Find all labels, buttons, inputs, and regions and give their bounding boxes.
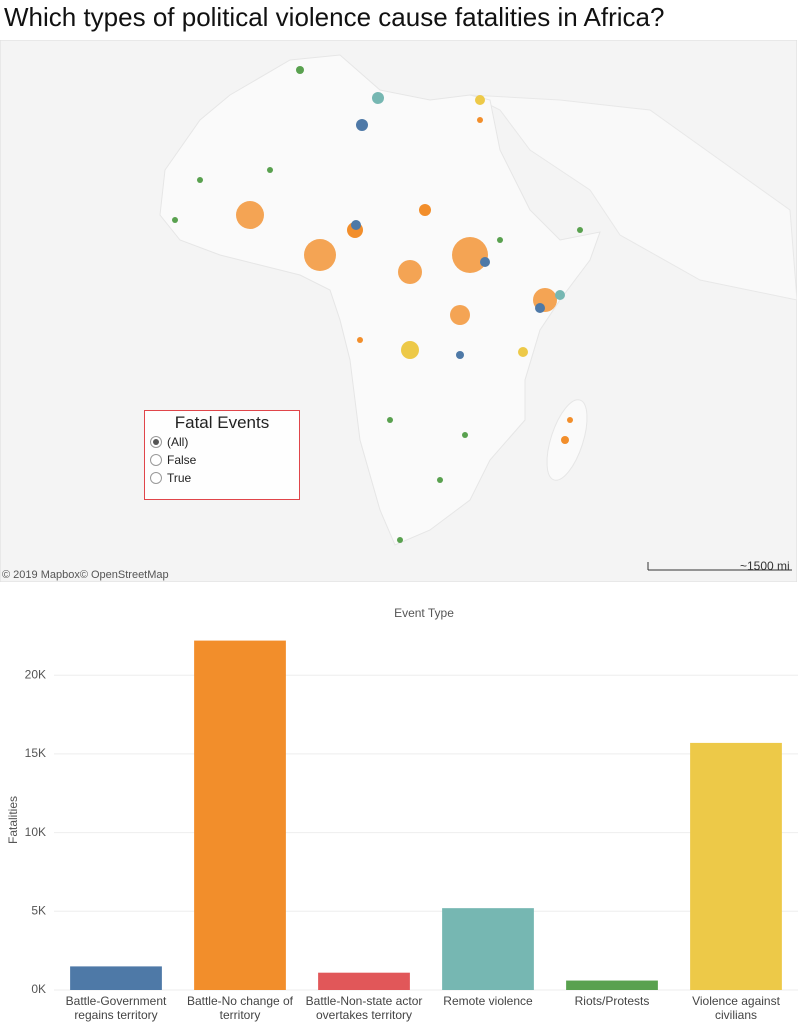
- filter-option[interactable]: False: [150, 451, 299, 469]
- x-tick-label: Riots/Protests: [574, 994, 650, 1008]
- y-tick-label: 0K: [31, 982, 46, 996]
- x-tick-label: Battle-Non-state actor overtakes territo…: [305, 994, 423, 1022]
- filter-option[interactable]: True: [150, 469, 299, 487]
- bar: [442, 908, 534, 990]
- map-scale: ~1500 mi: [740, 559, 790, 573]
- filter-option[interactable]: (All): [150, 433, 299, 451]
- y-tick-label: 15K: [25, 746, 46, 760]
- bar: [318, 972, 410, 990]
- map: [0, 40, 797, 582]
- map-attribution: © 2019 Mapbox© OpenStreetMap: [2, 569, 169, 581]
- bar: [690, 742, 782, 990]
- land-arabia: [469, 94, 797, 301]
- filter-title: Fatal Events: [174, 413, 270, 432]
- y-tick-label: 10K: [25, 825, 46, 839]
- x-tick-label: Battle-No change of territory: [186, 994, 294, 1022]
- radio[interactable]: [150, 436, 162, 448]
- y-tick-label: 20K: [25, 667, 46, 681]
- x-axis-title: Event Type: [394, 606, 454, 620]
- radio[interactable]: [150, 454, 162, 466]
- y-axis-title: Fatalities: [6, 796, 20, 844]
- event-dots: [172, 66, 583, 543]
- bar: [194, 640, 286, 990]
- x-tick-label: Violence against civilians: [692, 994, 780, 1022]
- bar: [70, 966, 162, 990]
- y-tick-label: 5K: [31, 903, 46, 917]
- x-tick-label: Battle-Government regains territory: [65, 994, 167, 1022]
- option-label[interactable]: True: [167, 471, 192, 485]
- option-label[interactable]: (All): [167, 435, 189, 449]
- bar: [566, 980, 658, 990]
- option-label[interactable]: False: [167, 453, 197, 467]
- page-title: Which types of political violence cause …: [4, 2, 665, 32]
- filter-panel: Fatal Events (All) False True: [144, 410, 300, 500]
- chart: Event Type Fatalities 0K 5K 10K 15K 20K: [6, 606, 798, 996]
- radio[interactable]: [150, 472, 162, 484]
- x-tick-label: Remote violence: [443, 994, 533, 1008]
